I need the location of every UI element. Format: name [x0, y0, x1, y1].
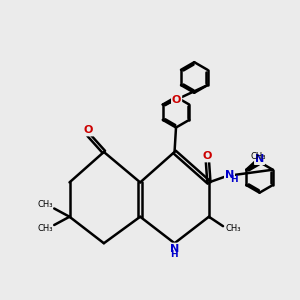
Text: O: O	[203, 152, 212, 161]
Text: N: N	[225, 170, 234, 180]
Text: CH₃: CH₃	[226, 224, 242, 233]
Text: CH₃: CH₃	[37, 224, 53, 233]
Text: CH₃: CH₃	[250, 152, 266, 161]
Text: H: H	[170, 250, 178, 259]
Text: O: O	[84, 125, 93, 136]
Text: N: N	[170, 244, 179, 254]
Text: N: N	[255, 154, 264, 164]
Text: O: O	[172, 95, 181, 105]
Text: H: H	[230, 175, 237, 184]
Text: CH₃: CH₃	[37, 200, 53, 209]
